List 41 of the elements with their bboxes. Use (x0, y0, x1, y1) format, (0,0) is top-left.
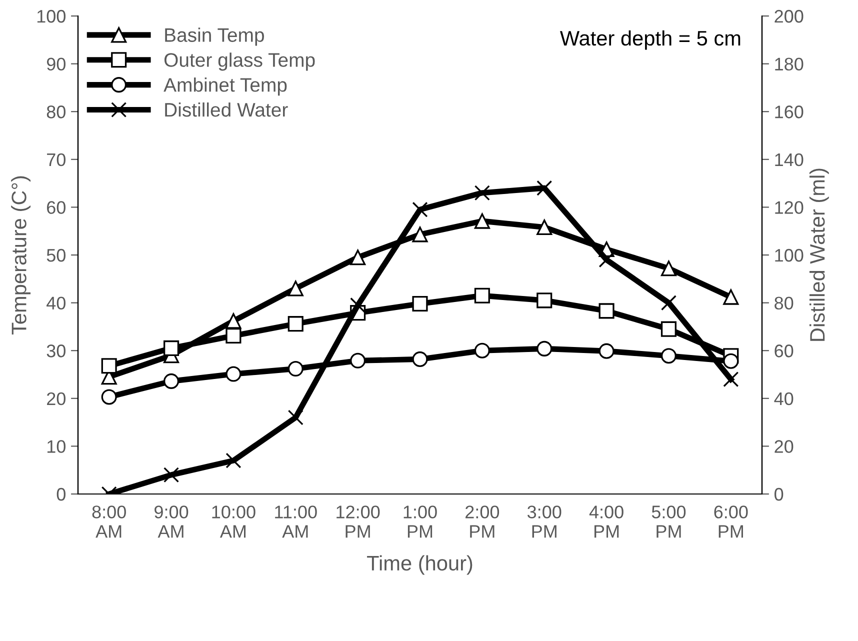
y-tick-label: 80 (46, 106, 66, 118)
y2-tick-label: 20 (774, 440, 794, 453)
y-axis-title: Temperature (C°) (11, 176, 31, 335)
x-tick-label: 8:00 AM (92, 506, 126, 538)
x-tick-label: 12:00 PM (336, 506, 380, 538)
x-tick-label: 1:00 PM (404, 506, 437, 538)
y2-tick-label: 160 (775, 106, 804, 118)
x-tick-label: 4:00 PM (589, 506, 624, 538)
y2-tick-label: 80 (774, 296, 794, 310)
y2-axis-title: Distilled Water (ml) (809, 168, 829, 341)
x-tick-label: 11:00 AM (275, 506, 317, 538)
x-axis-title: Time (hour) (367, 555, 472, 575)
legend-label: Distilled Water (165, 102, 288, 117)
x-tick-label: 3:00 PM (527, 506, 562, 538)
y-tick-label: 60 (47, 201, 66, 214)
legend-label: Ambinet Temp (164, 78, 287, 96)
y-tick-label: 40 (46, 296, 66, 310)
y-tick-label: 0 (56, 488, 66, 501)
y-tick-label: 50 (46, 248, 66, 262)
y-tick-label: 30 (46, 344, 66, 358)
y2-tick-label: 140 (775, 153, 804, 166)
x-tick-label: 6:00 PM (714, 506, 748, 538)
legend-label: Basin Temp (165, 28, 264, 46)
y-tick-label: 10 (47, 440, 66, 453)
y-tick-label: 90 (46, 58, 66, 71)
annotation: Water depth = 5 cm (560, 30, 740, 50)
x-tick-label: 10:00 AM (212, 506, 256, 538)
y2-tick-label: 200 (774, 10, 804, 23)
legend-label: Outer glass Temp (164, 52, 315, 71)
y2-tick-label: 0 (774, 488, 784, 501)
y2-tick-label: 60 (774, 344, 794, 358)
y-tick-label: 70 (47, 153, 66, 166)
y-tick-label: 100 (37, 10, 66, 23)
y-tick-label: 20 (47, 392, 66, 406)
y2-tick-label: 100 (775, 248, 804, 262)
y2-tick-label: 180 (775, 58, 804, 71)
y2-tick-label: 40 (774, 392, 794, 406)
x-tick-label: 5:00 PM (652, 506, 686, 538)
x-tick-label: 2:00 PM (466, 506, 500, 538)
x-tick-label: 9:00 AM (154, 506, 188, 538)
y2-tick-label: 120 (775, 201, 804, 214)
